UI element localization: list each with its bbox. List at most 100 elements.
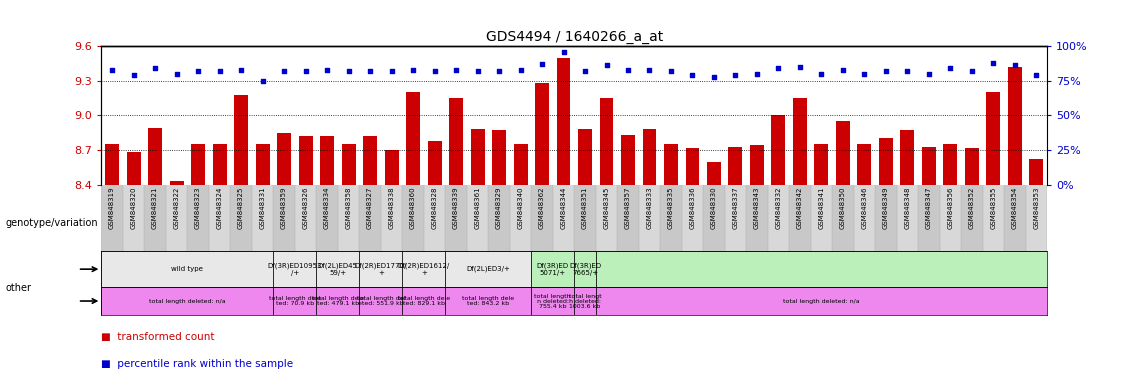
Text: GSM848329: GSM848329 <box>497 187 502 229</box>
Bar <box>256 144 269 185</box>
Bar <box>750 146 763 185</box>
Bar <box>316 185 338 251</box>
Bar <box>381 185 402 251</box>
Text: total length dele
ted: 70.9 kb: total length dele ted: 70.9 kb <box>269 296 321 306</box>
Point <box>554 48 572 55</box>
Point <box>104 66 122 73</box>
Point <box>296 68 314 74</box>
Bar <box>771 115 786 185</box>
Point <box>340 68 358 74</box>
Text: GSM848347: GSM848347 <box>926 187 932 229</box>
Bar <box>811 185 832 251</box>
Point <box>533 61 551 67</box>
Text: total length dele
ted: 843.2 kb: total length dele ted: 843.2 kb <box>462 296 515 306</box>
Text: total length dele
ted: 479.1 kb: total length dele ted: 479.1 kb <box>312 296 364 306</box>
Bar <box>252 185 274 251</box>
Text: GSM848337: GSM848337 <box>733 187 739 229</box>
Text: GSM848353: GSM848353 <box>1034 187 1039 229</box>
Text: GSM848358: GSM848358 <box>346 187 351 229</box>
Text: Df(2R)ED1770/
+: Df(2R)ED1770/ + <box>355 263 406 276</box>
Text: GSM848344: GSM848344 <box>561 187 566 229</box>
Text: GSM848327: GSM848327 <box>367 187 373 229</box>
Bar <box>681 185 704 251</box>
Bar <box>940 185 962 251</box>
Text: other: other <box>6 283 32 293</box>
Bar <box>1029 159 1044 185</box>
Bar <box>298 136 313 185</box>
Bar <box>553 185 574 251</box>
Bar <box>513 144 527 185</box>
Point <box>383 68 401 74</box>
Point <box>726 72 744 78</box>
Bar <box>166 185 187 251</box>
Bar <box>492 131 506 185</box>
Bar <box>638 185 660 251</box>
Text: ■  percentile rank within the sample: ■ percentile rank within the sample <box>101 359 294 369</box>
Text: GSM848339: GSM848339 <box>453 187 459 229</box>
Point <box>275 68 293 74</box>
Bar <box>449 98 463 185</box>
FancyBboxPatch shape <box>402 287 445 315</box>
Bar <box>149 128 162 185</box>
Bar <box>231 185 252 251</box>
Bar <box>531 185 553 251</box>
Bar <box>747 185 768 251</box>
Text: GSM848351: GSM848351 <box>582 187 588 229</box>
FancyBboxPatch shape <box>316 251 359 287</box>
Text: Df(3R)ED
7665/+: Df(3R)ED 7665/+ <box>569 263 601 276</box>
Title: GDS4494 / 1640266_a_at: GDS4494 / 1640266_a_at <box>485 30 663 44</box>
Bar <box>187 185 208 251</box>
Text: ■  transformed count: ■ transformed count <box>101 332 215 342</box>
FancyBboxPatch shape <box>359 251 402 287</box>
Text: Df(3R)ED
5071/+: Df(3R)ED 5071/+ <box>537 263 569 276</box>
Bar <box>617 185 638 251</box>
Text: GSM848357: GSM848357 <box>625 187 631 229</box>
FancyBboxPatch shape <box>531 287 574 315</box>
Bar <box>578 129 592 185</box>
Point <box>577 68 595 74</box>
Point <box>1027 72 1045 78</box>
Text: GSM848343: GSM848343 <box>754 187 760 229</box>
Bar <box>622 135 635 185</box>
FancyBboxPatch shape <box>574 251 596 287</box>
Text: GSM848321: GSM848321 <box>152 187 158 229</box>
Text: GSM848361: GSM848361 <box>474 187 481 229</box>
Point <box>211 68 229 74</box>
Text: genotype/variation: genotype/variation <box>6 218 98 228</box>
Bar <box>363 136 377 185</box>
Point <box>125 72 143 78</box>
Bar <box>599 98 614 185</box>
Point <box>598 63 616 69</box>
Bar <box>944 144 957 185</box>
Text: Df(2R)ED1612/
+: Df(2R)ED1612/ + <box>397 263 450 276</box>
Point <box>941 65 959 71</box>
Point <box>920 71 938 77</box>
FancyBboxPatch shape <box>359 287 402 315</box>
Text: GSM848332: GSM848332 <box>776 187 781 229</box>
Text: GSM848331: GSM848331 <box>260 187 266 229</box>
Point <box>426 68 444 74</box>
Bar <box>126 152 141 185</box>
Text: GSM848340: GSM848340 <box>518 187 524 229</box>
Text: GSM848338: GSM848338 <box>388 187 394 229</box>
Bar <box>320 136 334 185</box>
Text: GSM848322: GSM848322 <box>173 187 179 229</box>
Bar <box>962 185 983 251</box>
Text: GSM848359: GSM848359 <box>282 187 287 229</box>
Bar <box>556 58 571 185</box>
Text: Df(3R)ED10953
/+: Df(3R)ED10953 /+ <box>268 263 322 276</box>
Text: GSM848345: GSM848345 <box>604 187 609 229</box>
Text: GSM848323: GSM848323 <box>195 187 202 229</box>
Bar <box>406 92 420 185</box>
Text: GSM848355: GSM848355 <box>991 187 997 229</box>
Bar <box>643 129 656 185</box>
Bar <box>170 181 184 185</box>
Bar <box>835 121 850 185</box>
Text: total length
n deleted:
755.4 kb: total length n deleted: 755.4 kb <box>535 293 571 308</box>
Bar <box>574 185 596 251</box>
Text: GSM848334: GSM848334 <box>324 187 330 229</box>
Bar <box>428 141 441 185</box>
Text: GSM848330: GSM848330 <box>711 187 717 229</box>
FancyBboxPatch shape <box>445 251 531 287</box>
Text: GSM848349: GSM848349 <box>883 187 888 229</box>
